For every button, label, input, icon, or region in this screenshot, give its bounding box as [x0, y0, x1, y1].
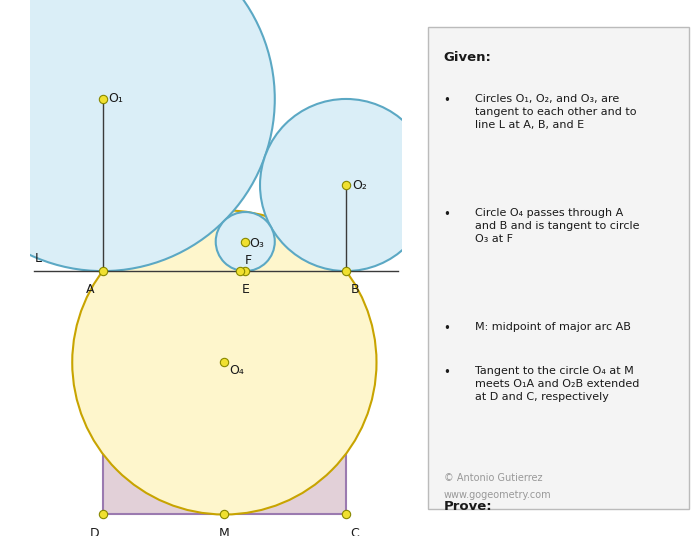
Text: M: midpoint of major arc AB: M: midpoint of major arc AB — [475, 322, 631, 332]
Text: Tangent to the circle O₄ at M
meets O₁A and O₂B extended
at D and C, respectivel: Tangent to the circle O₄ at M meets O₁A … — [475, 367, 640, 402]
Circle shape — [0, 0, 275, 271]
Text: Circles O₁, O₂, and O₃, are
tangent to each other and to
line L at A, B, and E: Circles O₁, O₂, and O₃, are tangent to e… — [475, 94, 637, 130]
Text: B: B — [350, 283, 359, 296]
Text: Prove:: Prove: — [444, 500, 492, 512]
Text: •: • — [444, 367, 450, 379]
Text: www.gogeometry.com: www.gogeometry.com — [444, 490, 551, 500]
Text: O₁: O₁ — [109, 93, 124, 106]
Text: •: • — [444, 94, 450, 107]
Text: •: • — [444, 208, 450, 221]
Text: D: D — [90, 526, 100, 536]
Text: F: F — [244, 254, 252, 267]
Circle shape — [216, 212, 275, 271]
Polygon shape — [103, 271, 346, 515]
Text: L: L — [35, 252, 42, 265]
Circle shape — [72, 210, 377, 515]
Text: C: C — [350, 526, 359, 536]
Text: •: • — [444, 322, 450, 335]
Text: Given:: Given: — [444, 51, 491, 64]
Circle shape — [260, 99, 432, 271]
Text: Circle O₄ passes through A
and B and is tangent to circle
O₃ at F: Circle O₄ passes through A and B and is … — [475, 208, 640, 244]
Text: O₂: O₂ — [352, 178, 367, 191]
Text: M: M — [219, 526, 230, 536]
Text: O₄: O₄ — [230, 363, 244, 377]
Text: A: A — [86, 283, 94, 296]
Text: E: E — [242, 283, 249, 296]
Text: O₃: O₃ — [250, 237, 264, 250]
FancyBboxPatch shape — [428, 27, 689, 509]
Text: © Antonio Gutierrez: © Antonio Gutierrez — [444, 473, 542, 483]
